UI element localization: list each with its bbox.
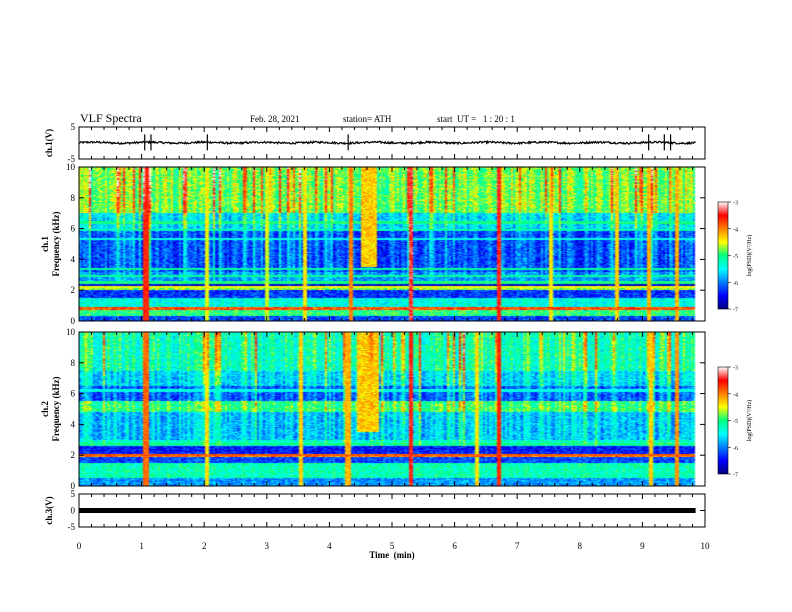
x-tick-label: 4 bbox=[327, 541, 332, 551]
colorbar-scale bbox=[717, 201, 729, 310]
y-tick-label: 10 bbox=[66, 327, 76, 337]
colorbar-tick-label: -6 bbox=[733, 446, 738, 452]
colorbar-tick-label: -5 bbox=[733, 419, 738, 425]
colorbar-tick-label: -3 bbox=[733, 366, 738, 372]
ch1-spectrogram-panel: 0 2 4 6 8 10 ch.1Frequency (kHz) bbox=[40, 162, 706, 326]
y-tick-label: 2 bbox=[71, 285, 76, 295]
ch1-spectrogram-image bbox=[79, 167, 705, 321]
y-axis-label: ch.3(V) bbox=[44, 496, 54, 524]
colorbar-tick-label: -7 bbox=[733, 308, 738, 314]
x-tick-label: 7 bbox=[515, 541, 520, 551]
x-tick-label: 6 bbox=[452, 541, 457, 551]
x-tick-label: 1 bbox=[139, 541, 144, 551]
y-tick-label: 5 bbox=[71, 122, 76, 132]
y-tick-label: 6 bbox=[71, 389, 76, 399]
x-tick-label: 0 bbox=[77, 541, 82, 551]
colorbar-scale bbox=[717, 366, 729, 475]
y-axis-label: ch.1(V) bbox=[44, 129, 54, 157]
colorbar-label: log(PSD)(V²/Hz) bbox=[746, 400, 753, 441]
ch1-waveform-panel: 5 -5 ch.1(V) bbox=[44, 122, 706, 164]
x-tick-label: 8 bbox=[578, 541, 583, 551]
colorbar-tick-label: -3 bbox=[733, 201, 738, 207]
y-tick-label: 4 bbox=[71, 419, 76, 429]
x-tick-label: 2 bbox=[202, 541, 207, 551]
y-tick-label: -5 bbox=[68, 154, 76, 164]
x-tick-label: 9 bbox=[640, 541, 645, 551]
colorbar-label: log(PSD)(V²/Hz) bbox=[746, 235, 753, 276]
colorbar-tick-label: -6 bbox=[733, 281, 738, 287]
x-tick-label: 10 bbox=[701, 541, 711, 551]
ch1-waveform-trace bbox=[78, 139, 696, 146]
x-axis-label: Time (min) bbox=[369, 550, 414, 560]
ch2-colorbar: -3 -4 -5 -6 -7 log(PSD)(V²/Hz) bbox=[717, 366, 753, 479]
y-tick-label: 5 bbox=[71, 489, 76, 499]
colorbar-tick-label: -4 bbox=[733, 227, 738, 233]
date-label: Feb. 28, 2021 bbox=[250, 114, 300, 124]
start-ut-label: start UT = 1 : 20 : 1 bbox=[437, 114, 515, 124]
y-axis-label: ch.1Frequency (kHz) bbox=[40, 211, 61, 276]
station-label: station= ATH bbox=[343, 114, 392, 124]
colorbar-tick-label: -4 bbox=[733, 392, 738, 398]
y-tick-label: 4 bbox=[71, 254, 76, 264]
y-tick-label: 8 bbox=[71, 358, 76, 368]
x-tick-label: 5 bbox=[390, 541, 395, 551]
y-tick-label: 8 bbox=[71, 193, 76, 203]
ch1-colorbar: -3 -4 -5 -6 -7 log(PSD)(V²/Hz) bbox=[717, 201, 753, 314]
y-tick-label: 0 bbox=[71, 316, 76, 326]
colorbar-tick-label: -7 bbox=[733, 473, 738, 479]
y-tick-label: -5 bbox=[68, 522, 76, 532]
figure-title: VLF Spectra bbox=[80, 111, 142, 125]
ch2-spectrogram-image bbox=[79, 332, 705, 486]
time-axis: 0 1 2 3 4 5 6 7 8 9 10 bbox=[77, 541, 710, 551]
y-tick-label: 0 bbox=[71, 481, 76, 491]
y-axis-label: ch.2Frequency (kHz) bbox=[40, 376, 61, 441]
colorbar-tick-label: -5 bbox=[733, 254, 738, 260]
ch3-waveform-panel: 5 0 -5 ch.3(V) bbox=[44, 489, 706, 532]
y-tick-label: 2 bbox=[71, 450, 76, 460]
y-tick-label: 10 bbox=[66, 162, 76, 172]
y-tick-label: 0 bbox=[71, 506, 76, 516]
y-tick-label: 6 bbox=[71, 224, 76, 234]
x-tick-label: 3 bbox=[265, 541, 270, 551]
ch2-spectrogram-panel: 0 2 4 6 8 10 ch.2Frequency (kHz) bbox=[40, 327, 706, 491]
